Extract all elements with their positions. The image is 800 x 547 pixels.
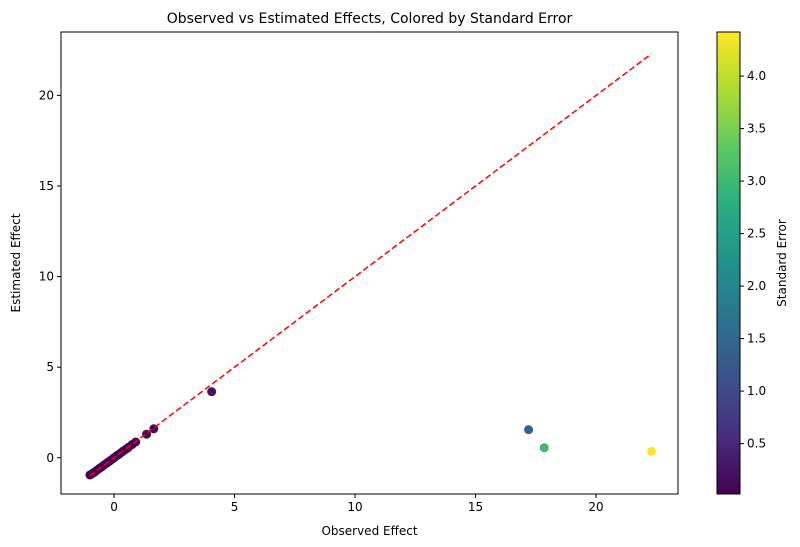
- y-tick-label: 15: [39, 179, 54, 193]
- colorbar-label: Standard Error: [775, 219, 789, 307]
- colorbar-tick-label: 1.0: [747, 384, 766, 398]
- colorbar: [716, 31, 741, 495]
- colorbar-tick-label: 3.0: [747, 174, 766, 188]
- y-tick-label: 0: [46, 451, 54, 465]
- x-axis-label: Observed Effect: [321, 524, 417, 538]
- reference-line: [89, 53, 652, 477]
- plot-frame: [60, 31, 679, 495]
- colorbar-tick-label: 1.5: [747, 332, 766, 346]
- colorbar-tick-label: 2.0: [747, 279, 766, 293]
- x-tick-label: 0: [110, 500, 118, 514]
- colorbar-tick-label: 2.5: [747, 227, 766, 241]
- data-point-22: [524, 425, 534, 435]
- y-tick-label: 10: [39, 270, 54, 284]
- colorbar-tick-label: 3.5: [747, 122, 766, 136]
- chart-title: Observed vs Estimated Effects, Colored b…: [167, 11, 573, 27]
- x-tick-label: 15: [468, 500, 483, 514]
- colorbar-tick-label: 0.5: [747, 437, 766, 451]
- x-tick-label: 10: [347, 500, 362, 514]
- x-tick-label: 5: [231, 500, 239, 514]
- y-axis-label: Estimated Effect: [9, 213, 23, 312]
- colorbar-tick-label: 4.0: [747, 69, 766, 83]
- data-point-23: [539, 443, 549, 453]
- data-point-24: [646, 446, 656, 456]
- data-point-21: [207, 387, 217, 397]
- y-tick-label: 5: [46, 360, 54, 374]
- y-tick-label: 20: [39, 88, 54, 102]
- x-tick-label: 20: [588, 500, 603, 514]
